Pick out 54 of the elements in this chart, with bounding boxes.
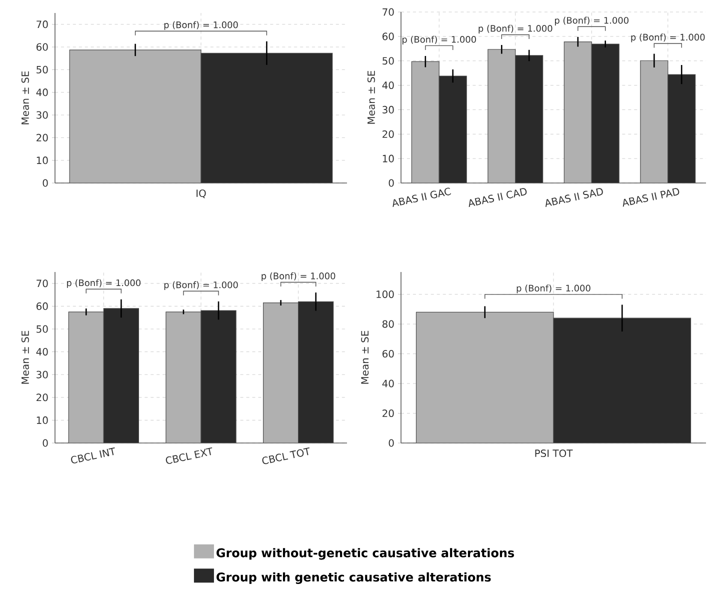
annotation: p (Bonf) = 1.000	[478, 24, 552, 34]
y-tick-label: 50	[36, 66, 48, 74]
y-tick-label: 40	[382, 380, 394, 388]
x-tick-label: ABAS II PAD	[622, 188, 680, 207]
x-tick-label: CBCL INT	[71, 447, 115, 464]
y-tick-label: 70	[382, 8, 394, 16]
y-tick-label: 70	[36, 20, 48, 28]
legend-label: Group with genetic causative alterations	[216, 572, 491, 584]
y-tick-label: 30	[36, 370, 48, 378]
y-tick-label: 10	[36, 156, 48, 164]
y-axis-title: Mean ± SE	[21, 330, 29, 384]
annotation: p (Bonf) = 1.000	[164, 21, 238, 30]
legend-label: Group without-genetic causative alterations	[216, 548, 514, 560]
y-tick-label: 50	[382, 57, 394, 65]
y-tick-label: 30	[382, 106, 394, 114]
y-tick-label: 40	[36, 348, 48, 356]
y-tick-label: 0	[42, 179, 48, 187]
y-tick-label: 0	[388, 439, 394, 447]
y-tick-label: 20	[382, 130, 394, 138]
x-tick-label: PSI TOT	[535, 450, 573, 458]
x-tick-label: CBCL TOT	[262, 447, 310, 464]
annotation: p (Bonf) = 1.000	[67, 279, 141, 288]
y-tick-label: 30	[36, 111, 48, 119]
annotation: p (Bonf) = 1.000	[554, 16, 628, 26]
y-tick-label: 50	[36, 325, 48, 333]
y-tick-label: 20	[36, 134, 48, 142]
y-tick-label: 60	[382, 350, 394, 358]
annotation: p (Bonf) = 1.000	[164, 281, 238, 290]
y-tick-label: 60	[36, 302, 48, 310]
y-tick-label: 20	[382, 409, 394, 418]
annotation: p (Bonf) = 1.000	[262, 272, 336, 282]
y-tick-label: 60	[382, 32, 394, 40]
y-tick-label: 60	[36, 43, 48, 51]
y-tick-label: 20	[36, 394, 48, 402]
annotation: p (Bonf) = 1.000	[402, 36, 476, 45]
y-tick-label: 80	[382, 320, 394, 328]
annotation: p (Bonf) = 1.000	[631, 34, 705, 42]
y-tick-label: 10	[382, 154, 394, 162]
y-axis-title: Mean ± SE	[361, 330, 369, 384]
annotation: p (Bonf) = 1.000	[516, 284, 590, 294]
x-tick-label: ABAS II GAC	[392, 188, 451, 208]
y-tick-label: 0	[388, 179, 394, 187]
x-tick-label: CBCL EXT	[166, 447, 212, 464]
x-tick-label: IQ	[196, 189, 206, 198]
y-tick-label: 40	[382, 82, 394, 90]
x-tick-label: ABAS II SAD	[545, 188, 603, 207]
x-tick-label: ABAS II CAD	[468, 188, 527, 208]
y-tick-label: 0	[42, 439, 48, 447]
y-axis-title: Mean ± SE	[367, 70, 375, 124]
y-tick-label: 10	[36, 416, 48, 424]
y-tick-label: 70	[36, 280, 48, 288]
y-axis-title: Mean ± SE	[21, 71, 29, 124]
y-tick-label: 100	[376, 290, 394, 298]
y-tick-label: 40	[36, 88, 48, 96]
